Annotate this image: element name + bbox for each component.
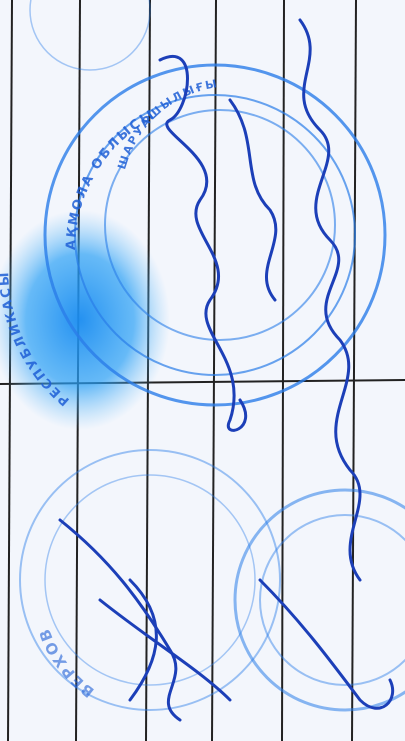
stamp-circles [19, 0, 405, 712]
signatures [58, 18, 395, 722]
ink-blot [0, 210, 170, 430]
